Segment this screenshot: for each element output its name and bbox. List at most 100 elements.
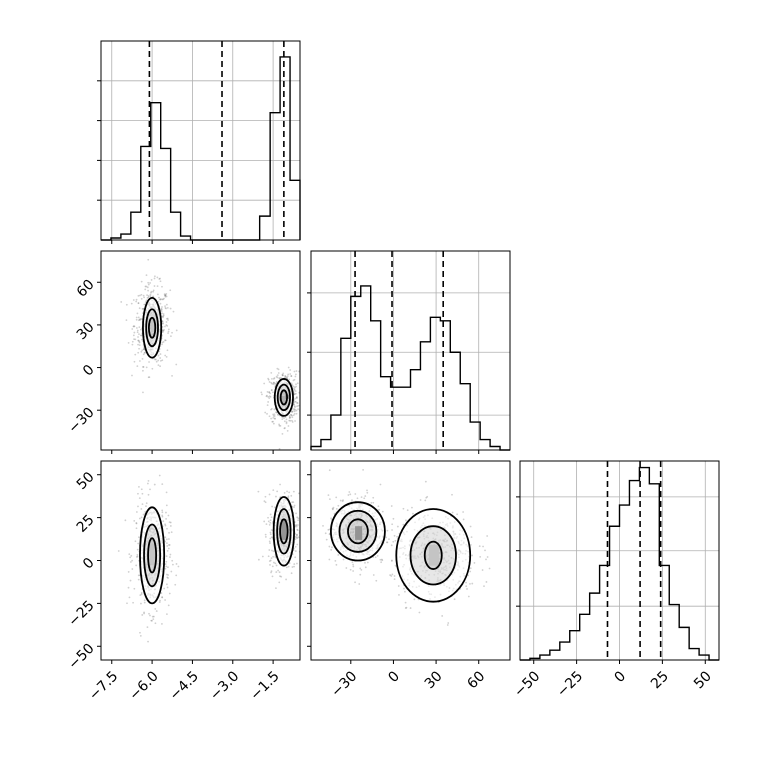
sample-point bbox=[159, 599, 161, 602]
sample-point bbox=[165, 573, 168, 576]
sample-point bbox=[297, 519, 300, 522]
sample-point bbox=[325, 538, 328, 541]
sample-point bbox=[136, 365, 139, 368]
sample-point bbox=[169, 289, 172, 292]
sample-point bbox=[339, 499, 342, 502]
x-tick-label: 25 bbox=[648, 668, 672, 692]
sample-point bbox=[393, 575, 396, 577]
sample-point bbox=[272, 422, 275, 425]
sample-point bbox=[167, 330, 170, 333]
histogram-frame-0 bbox=[100, 40, 301, 241]
sample-point bbox=[466, 588, 468, 590]
sample-point bbox=[304, 536, 306, 538]
sample-point bbox=[261, 393, 263, 396]
sample-point bbox=[330, 549, 333, 551]
sample-point bbox=[301, 418, 303, 420]
sample-point bbox=[292, 490, 295, 493]
sample-point bbox=[138, 340, 141, 343]
sample-point bbox=[164, 599, 166, 601]
sample-point bbox=[366, 489, 368, 492]
sample-point bbox=[390, 544, 393, 547]
sample-point bbox=[402, 507, 405, 510]
sample-point bbox=[281, 374, 284, 377]
sample-point bbox=[153, 483, 156, 486]
sample-point bbox=[483, 585, 485, 588]
sample-point bbox=[290, 382, 293, 385]
sample-point bbox=[154, 358, 157, 361]
sample-point bbox=[296, 533, 298, 536]
sample-point bbox=[283, 420, 286, 423]
sample-point bbox=[138, 318, 141, 321]
sample-point bbox=[386, 529, 389, 532]
sample-point bbox=[269, 563, 271, 566]
sample-point bbox=[156, 276, 159, 279]
sample-point bbox=[297, 408, 299, 411]
sample-point bbox=[135, 564, 138, 567]
x-tick-label: 0 bbox=[385, 668, 403, 686]
sample-point bbox=[155, 360, 158, 363]
sample-point bbox=[150, 290, 153, 293]
sample-point bbox=[386, 541, 389, 544]
sample-point bbox=[337, 504, 340, 507]
sample-point bbox=[139, 328, 142, 331]
sample-point bbox=[272, 489, 275, 492]
sample-point bbox=[162, 322, 164, 325]
sample-point bbox=[291, 501, 294, 504]
sample-point bbox=[141, 614, 144, 616]
sample-point bbox=[264, 411, 267, 414]
sample-point bbox=[142, 294, 145, 297]
sample-point bbox=[289, 369, 292, 371]
sample-point bbox=[127, 586, 130, 589]
sample-point bbox=[286, 377, 289, 380]
sample-point bbox=[269, 513, 272, 516]
sample-point bbox=[162, 520, 165, 523]
sample-point bbox=[169, 553, 172, 556]
sample-point bbox=[268, 397, 271, 400]
sample-point bbox=[145, 299, 148, 302]
contour-0-level-2 bbox=[347, 518, 369, 545]
sample-point bbox=[147, 296, 150, 299]
sample-point bbox=[152, 618, 155, 621]
sample-point bbox=[267, 378, 270, 381]
sample-point bbox=[293, 389, 296, 391]
sample-point bbox=[270, 381, 273, 384]
x-tick-label: −7.5 bbox=[86, 668, 121, 703]
sample-point bbox=[390, 505, 393, 507]
sample-point bbox=[349, 568, 352, 571]
sample-point bbox=[366, 491, 369, 494]
sample-point bbox=[164, 523, 166, 526]
sample-point bbox=[142, 307, 145, 310]
sample-point bbox=[402, 523, 405, 526]
sample-point bbox=[295, 524, 298, 527]
sample-point bbox=[283, 427, 286, 430]
sample-point bbox=[295, 397, 298, 399]
sample-point bbox=[147, 281, 150, 284]
sample-point bbox=[149, 282, 151, 284]
sample-point bbox=[163, 293, 166, 296]
sample-point bbox=[165, 560, 168, 563]
sample-point bbox=[160, 307, 163, 310]
sample-point bbox=[133, 331, 136, 334]
sample-point bbox=[150, 291, 152, 294]
sample-point bbox=[139, 634, 142, 637]
sample-point bbox=[418, 611, 421, 614]
sample-point bbox=[277, 414, 280, 416]
sample-point bbox=[167, 319, 169, 321]
sample-point bbox=[161, 320, 164, 323]
sample-point bbox=[391, 529, 393, 531]
sample-point bbox=[142, 353, 145, 356]
sample-point bbox=[170, 531, 173, 534]
sample-point bbox=[168, 521, 171, 524]
contour-0-level-1 bbox=[143, 523, 162, 588]
sample-point bbox=[275, 495, 277, 498]
sample-point bbox=[286, 375, 289, 378]
sample-point bbox=[161, 312, 163, 315]
sample-point bbox=[128, 596, 131, 599]
sample-point bbox=[303, 538, 305, 540]
sample-point bbox=[404, 601, 407, 604]
sample-point bbox=[140, 280, 143, 283]
sample-point bbox=[141, 308, 144, 310]
histogram-panel-2 bbox=[516, 460, 720, 664]
sample-point bbox=[164, 306, 167, 309]
x-tick-label: 60 bbox=[464, 668, 488, 692]
